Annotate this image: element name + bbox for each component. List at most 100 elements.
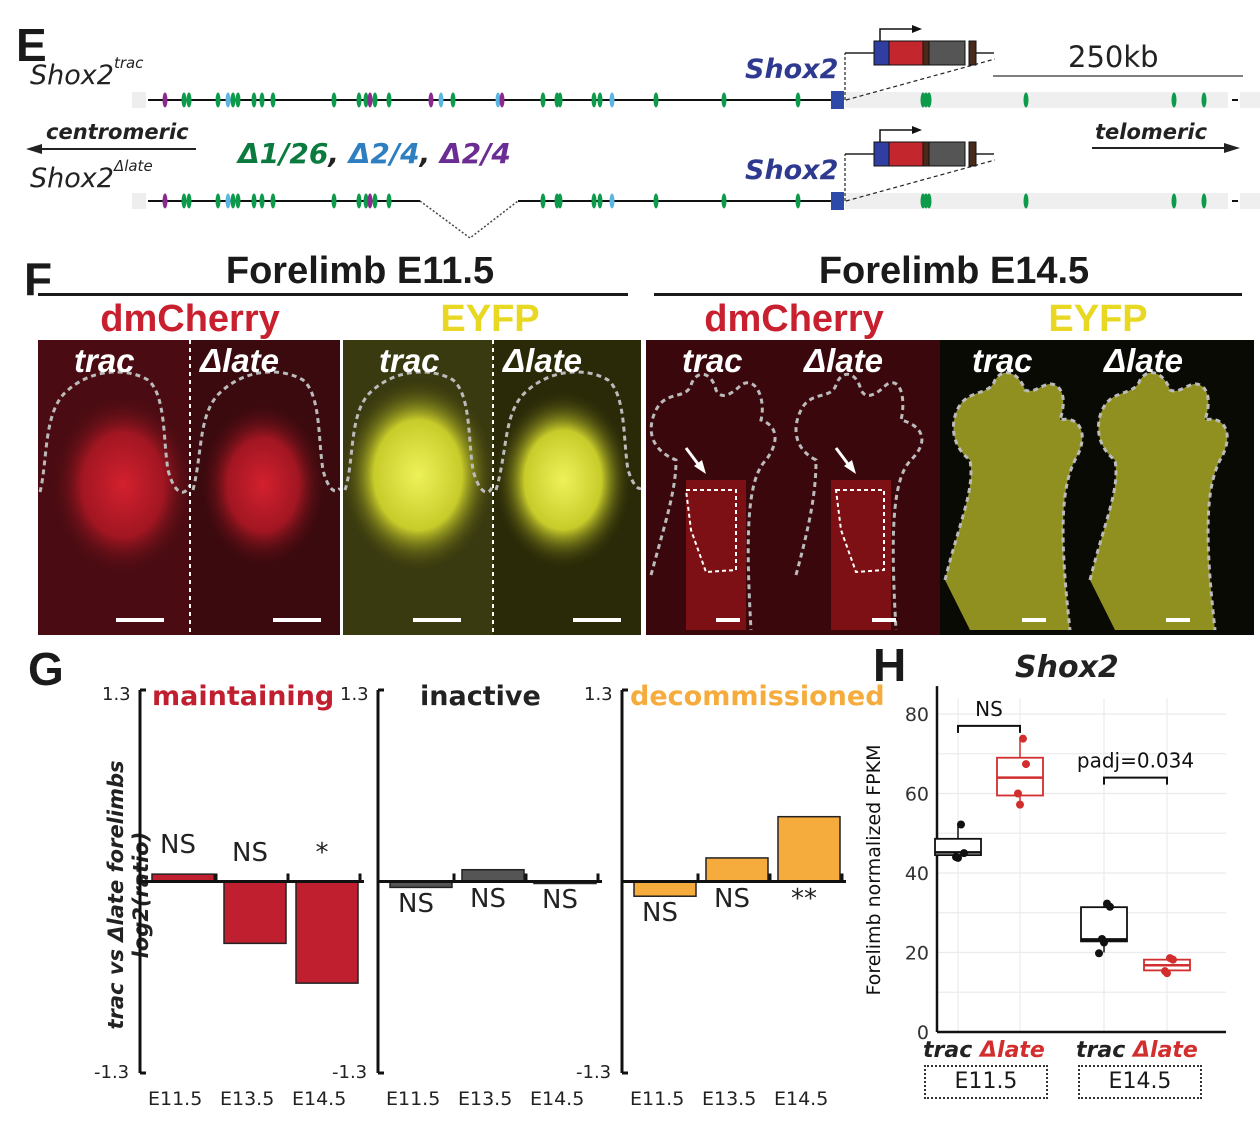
data-point (1014, 789, 1022, 798)
enhancer-element (225, 92, 231, 108)
image-e14-eyfp: trac Δlate (940, 340, 1254, 635)
scale-bar (573, 618, 621, 622)
telomeric-region (845, 92, 1228, 108)
locus-start-block (132, 92, 146, 108)
data-point (1019, 734, 1027, 743)
image-label-dlate: Δlate (1104, 342, 1184, 379)
enhancer-element (428, 92, 434, 108)
f-group-rule-e11 (38, 293, 628, 296)
image-label-dlate: Δlate (804, 342, 884, 379)
enhancer-element (795, 92, 801, 108)
enhancer-element (540, 92, 546, 108)
enhancer-element (367, 92, 373, 108)
box-E11.5-trac (934, 820, 982, 862)
box-plot-h: 0 20 40 60 80 NS padj=0.034 (905, 686, 1226, 1044)
h-chart-title: Shox2 (1015, 650, 1119, 685)
enhancer-element (235, 193, 241, 209)
enhancer-element (356, 92, 362, 108)
enhancer-element (450, 92, 456, 108)
enhancer-element (186, 193, 192, 209)
chart-title-maintaining: maintaining (152, 681, 335, 712)
x-category-label: E14.5 (292, 1088, 347, 1110)
image-e11-dmcherry: trac Δlate (38, 340, 340, 635)
x-category-label: E14.5 (774, 1088, 829, 1110)
image-e14-dmcherry: trac Δlate (646, 340, 940, 635)
enhancer-element (331, 193, 337, 209)
limb-outline (494, 370, 641, 491)
significance-label: NS (542, 884, 578, 915)
enhancer-element (597, 92, 603, 108)
enhancer-element (721, 92, 727, 108)
limb-bud-image (38, 340, 340, 635)
locus-row-trac (132, 25, 1260, 109)
centromeric-label: centromeric (46, 120, 189, 144)
significance-label: NS (470, 883, 506, 914)
enhancer-element (235, 92, 241, 108)
x-category-label: E11.5 (148, 1088, 203, 1110)
roi-box (684, 489, 737, 574)
enhancer-element (331, 92, 337, 108)
deletion-label-part: , (419, 137, 440, 170)
limb-outline (943, 371, 1084, 631)
scale-label: 250kb (1068, 40, 1159, 74)
gene-label-top: Shox2 (745, 54, 839, 85)
significance-label: NS (232, 837, 268, 868)
y-tick-label: 0 (917, 1022, 929, 1044)
f-group-title-e11: Forelimb E11.5 (225, 250, 495, 292)
comparison-label: NS (975, 697, 1003, 721)
y-tick-label: 80 (905, 704, 929, 726)
x-category-label: E11.5 (630, 1088, 685, 1110)
y-tick-label: 20 (905, 943, 929, 965)
enhancer-element (653, 193, 659, 209)
bar-E14.5 (295, 880, 359, 984)
enhancer-element (926, 92, 932, 108)
reporter-construct (844, 25, 996, 101)
data-point (954, 853, 962, 862)
bar-E14.5 (777, 815, 841, 883)
enhancer-element (372, 92, 378, 108)
enhancer-element (363, 193, 369, 209)
data-point (1022, 760, 1030, 769)
x-category-label: E13.5 (702, 1088, 757, 1110)
reporter-construct (844, 126, 996, 202)
bar-E13.5 (705, 857, 769, 883)
allele-trac-base: Shox2 (30, 60, 114, 91)
image-e11-eyfp: trac Δlate (343, 340, 641, 635)
telomeric-region (845, 193, 1228, 209)
scale-bar (716, 618, 740, 622)
bar-chart-inactive (376, 688, 602, 1075)
x-category-label: E13.5 (458, 1088, 513, 1110)
enhancer-element (1201, 92, 1207, 108)
y-tick-label: 1.3 (102, 684, 131, 705)
box-E14.5-Δlate (1143, 954, 1191, 978)
limb-outline (649, 372, 777, 631)
bar-E13.5 (461, 868, 525, 883)
data-point (960, 849, 968, 858)
enhancer-element (795, 193, 801, 209)
allele-trac-sup: trac (113, 54, 144, 72)
locus-row-dlate (132, 126, 1260, 239)
enhancer-element (251, 193, 257, 209)
scale-bar (1022, 618, 1046, 622)
enhancer-element (721, 193, 727, 209)
enhancer-element (230, 92, 236, 108)
channel-label-eyfp-e11: EYFP (440, 298, 540, 340)
enhancer-element (162, 193, 168, 209)
bar-E13.5 (223, 880, 287, 945)
panel-letter-e: E (16, 19, 47, 71)
y-tick-label: -1.3 (332, 1062, 368, 1083)
x-category-label: E13.5 (220, 1088, 275, 1110)
enhancer-element (270, 193, 276, 209)
locus-start-block (132, 193, 146, 209)
arrow-icon (684, 447, 706, 474)
enhancer-element (186, 92, 192, 108)
bar-E11.5 (633, 880, 697, 897)
enhancer-element (225, 193, 231, 209)
enhancer-element (230, 193, 236, 209)
chart-title-inactive: inactive (420, 681, 541, 712)
data-point (1100, 938, 1108, 947)
enhancer-element (926, 193, 932, 209)
enhancer-element (609, 193, 615, 209)
enhancer-element (363, 92, 369, 108)
allele-dlate-base: Shox2 (30, 163, 114, 194)
